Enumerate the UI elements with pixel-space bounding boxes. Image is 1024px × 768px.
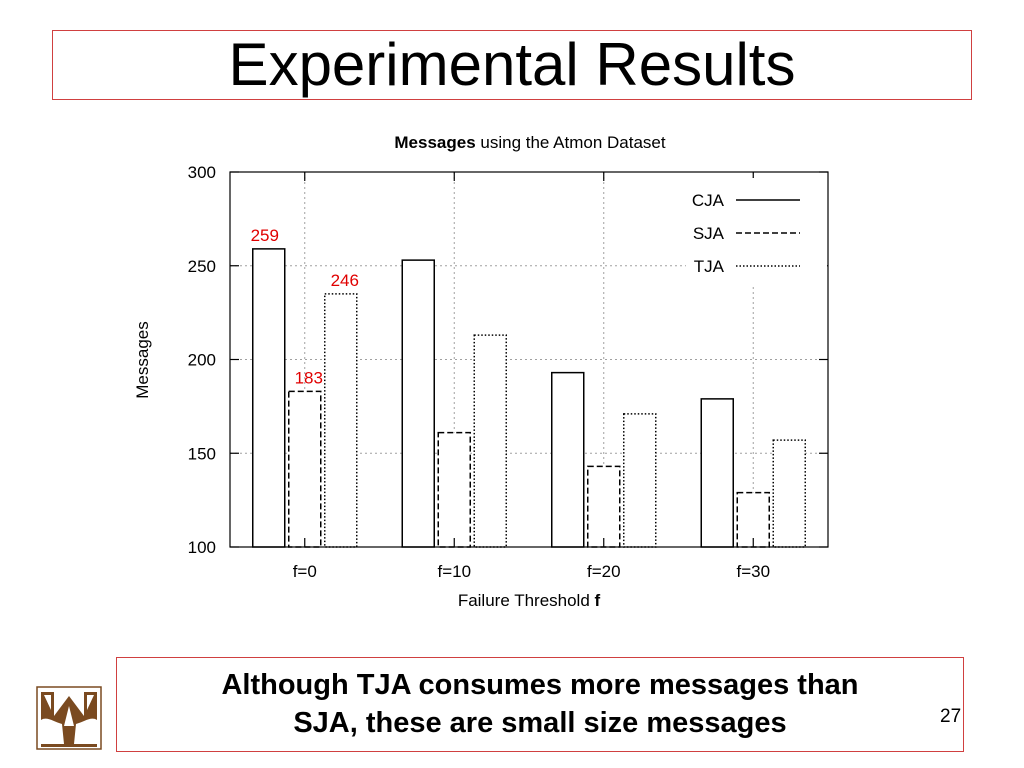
note-line-2: SJA, these are small size messages	[293, 706, 787, 739]
x-tick-label: f=10	[437, 562, 471, 581]
x-axis-label-bold: f	[595, 591, 601, 610]
page-number: 27	[940, 706, 962, 727]
chart-title-bold: Messages	[394, 133, 475, 152]
chart-title-rest: using the Atmon Dataset	[476, 133, 666, 152]
x-axis-label-plain: Failure Threshold	[458, 591, 595, 610]
bar-tja	[772, 439, 806, 548]
x-tick-label: f=30	[736, 562, 770, 581]
x-tick-label: f=20	[587, 562, 621, 581]
bar-cja	[252, 248, 286, 548]
bar-sja	[288, 390, 322, 548]
legend-label-cja: CJA	[692, 191, 725, 210]
y-tick-label: 300	[188, 163, 216, 182]
note-line-1: Although TJA consumes more messages than	[221, 668, 859, 701]
bar-cja	[401, 259, 435, 548]
note-frame: Although TJA consumes more messages than…	[116, 657, 964, 752]
bar-tja	[473, 334, 507, 548]
y-axis-label: Messages	[133, 321, 152, 398]
bar-tja	[623, 413, 657, 548]
y-tick-label: 250	[188, 257, 216, 276]
bar-sja	[437, 431, 471, 548]
annotation-label: 259	[251, 226, 279, 245]
annotation-label: 183	[295, 368, 323, 387]
messages-bar-chart: Messages using the Atmon Dataset 100 150 2…	[133, 133, 829, 610]
university-tree-logo-icon	[36, 686, 102, 750]
x-axis-label: Failure Threshold f	[458, 591, 601, 610]
slide-title: Experimental Results	[228, 31, 796, 98]
grid	[230, 172, 828, 547]
annotations: 259 183 246	[251, 226, 359, 388]
legend-background	[686, 178, 827, 286]
bars	[252, 248, 806, 548]
chart-title: Messages using the Atmon Dataset	[394, 133, 666, 152]
y-tick-label: 100	[188, 538, 216, 557]
annotation-label: 246	[331, 271, 359, 290]
bar-sja	[587, 465, 621, 548]
title-frame: Experimental Results	[52, 30, 972, 100]
legend: CJA SJA TJA	[686, 178, 827, 286]
bar-cja	[700, 398, 734, 548]
bar-tja	[324, 293, 358, 548]
legend-label-sja: SJA	[693, 224, 725, 243]
y-tick-label: 150	[188, 444, 216, 463]
y-tick-label: 200	[188, 351, 216, 370]
slide-note: Although TJA consumes more messages than…	[221, 667, 858, 742]
bar-cja	[551, 371, 585, 548]
tick-labels: 100 150 200 250 300 f=0 f=10 f=20 f=30	[188, 163, 770, 581]
x-tick-label: f=0	[293, 562, 317, 581]
legend-label-tja: TJA	[694, 257, 725, 276]
